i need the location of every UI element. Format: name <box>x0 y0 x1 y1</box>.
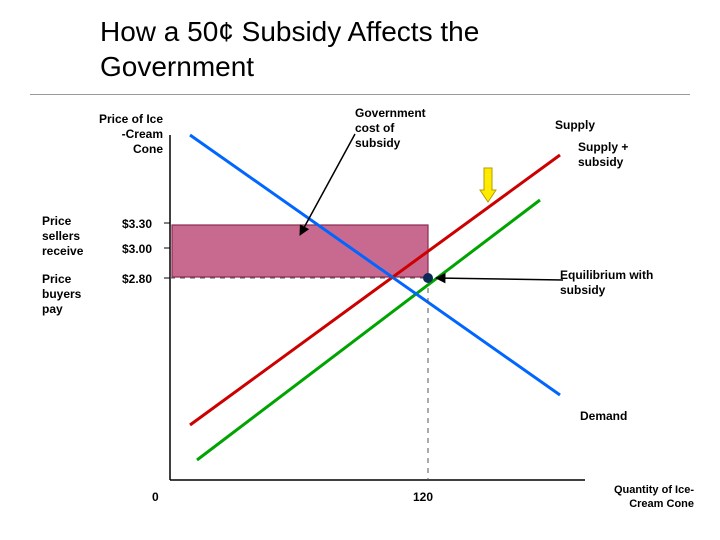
psellers-l3: receive <box>42 244 83 259</box>
demand-label: Demand <box>580 409 627 424</box>
pbuyers-l3: pay <box>42 302 81 317</box>
pbuyers-l2: buyers <box>42 287 81 302</box>
x-axis-l2: Cream Cone <box>598 498 694 512</box>
equilibrium-label: Equilibrium with subsidy <box>560 268 653 298</box>
gov-cost-arrow <box>300 134 355 235</box>
xtick-120: 120 <box>413 490 433 505</box>
supply-plus-subsidy-label: Supply + subsidy <box>578 140 628 170</box>
ytick-300: $3.00 <box>122 242 152 257</box>
y-axis-label-l1: Price of Ice <box>85 112 163 127</box>
govcost-l2: cost of <box>355 121 426 136</box>
gov-cost-label: Government cost of subsidy <box>355 106 426 151</box>
equilibrium-arrow <box>436 278 563 280</box>
price-sellers-label: Price sellers receive <box>42 214 83 259</box>
eq-l2: subsidy <box>560 283 653 298</box>
x-axis-label: Quantity of Ice- Cream Cone <box>598 484 694 512</box>
y-axis-label-l3: Cone <box>85 142 163 157</box>
x-axis-l1: Quantity of Ice- <box>598 484 694 498</box>
equilibrium-dot <box>423 273 433 283</box>
govcost-l3: subsidy <box>355 136 426 151</box>
psellers-l2: sellers <box>42 229 83 244</box>
gov-cost-rect <box>172 225 428 277</box>
eq-l1: Equilibrium with <box>560 268 653 283</box>
y-axis-label: Price of Ice -Cream Cone <box>85 112 163 157</box>
supply-line <box>190 155 560 425</box>
price-buyers-label: Price buyers pay <box>42 272 81 317</box>
pbuyers-l1: Price <box>42 272 81 287</box>
supply2-l1: Supply + <box>578 140 628 155</box>
govcost-l1: Government <box>355 106 426 121</box>
ytick-280: $2.80 <box>122 272 152 287</box>
supply-shift-down-arrow-icon <box>480 168 496 202</box>
ytick-330: $3.30 <box>122 217 152 232</box>
psellers-l1: Price <box>42 214 83 229</box>
supply2-l2: subsidy <box>578 155 628 170</box>
y-axis-label-l2: -Cream <box>85 127 163 142</box>
origin-label: 0 <box>152 490 159 505</box>
supply-label: Supply <box>555 118 595 133</box>
